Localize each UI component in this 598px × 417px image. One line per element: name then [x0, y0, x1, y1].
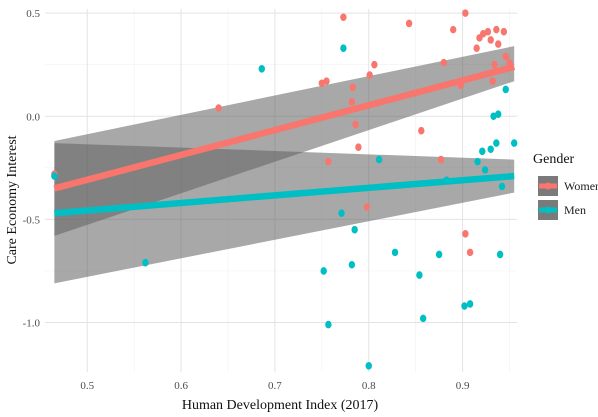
data-point-women: [437, 155, 445, 164]
confidence-bands: [54, 46, 515, 284]
data-point-men: [419, 314, 427, 323]
data-point-women: [363, 203, 371, 211]
x-axis-title: Human Development Index (2017): [182, 398, 379, 413]
data-point-men: [435, 250, 443, 259]
legend-label-men: Men: [564, 203, 586, 217]
x-tick-label: 0.5: [80, 380, 94, 392]
data-point-women: [491, 60, 498, 69]
data-point-men: [510, 139, 518, 147]
data-point-women: [325, 157, 332, 166]
data-point-men: [474, 157, 481, 166]
data-point-women: [405, 19, 413, 28]
data-point-men: [466, 300, 474, 308]
y-axis-ticks: 0.5 0.0 -0.5 -1.0: [23, 8, 41, 329]
x-tick-label: 0.9: [456, 380, 470, 392]
data-point-women: [462, 230, 469, 238]
data-point-men: [487, 145, 494, 154]
fit-line-men: [54, 172, 515, 217]
data-point-men: [391, 248, 399, 257]
legend-label-women: Women: [564, 179, 598, 193]
data-point-men: [496, 250, 504, 259]
data-point-women: [489, 77, 496, 85]
data-point-women: [500, 27, 508, 36]
legend-key-point: [544, 206, 552, 214]
data-point-men: [325, 320, 332, 329]
data-point-men: [416, 271, 423, 279]
x-axis-ticks: 0.5 0.6 0.7 0.8 0.9: [80, 380, 470, 392]
data-point-men: [351, 225, 358, 234]
data-point-men: [340, 44, 347, 52]
data-point-men: [493, 139, 500, 147]
data-point-men: [365, 362, 372, 370]
y-axis-title: Care Economy Interest: [5, 135, 20, 264]
y-tick-label: -1.0: [23, 318, 41, 330]
data-points: [51, 9, 518, 370]
data-point-men: [142, 258, 149, 267]
data-point-men: [502, 85, 509, 94]
data-point-men: [461, 302, 468, 310]
data-point-men: [481, 166, 489, 174]
x-tick-label: 0.7: [268, 380, 282, 392]
data-point-women: [366, 71, 373, 79]
data-point-women: [323, 77, 330, 85]
legend-title: Gender: [533, 152, 575, 167]
legend: Gender Women Men: [533, 152, 598, 220]
data-point-women: [371, 60, 378, 69]
data-point-men: [375, 155, 383, 164]
confidence-band-men: [54, 143, 515, 284]
data-point-women: [495, 40, 502, 48]
data-point-men: [320, 267, 327, 275]
data-point-women: [466, 248, 474, 257]
data-point-men: [258, 65, 265, 73]
data-point-women: [462, 9, 469, 17]
data-point-women: [215, 104, 222, 112]
data-point-women: [487, 36, 494, 44]
data-point-men: [498, 182, 506, 191]
data-point-men: [51, 172, 58, 180]
data-point-women: [440, 58, 448, 67]
y-tick-label: -0.5: [23, 214, 41, 226]
y-tick-label: 0.0: [26, 111, 40, 123]
x-tick-label: 0.8: [362, 380, 376, 392]
data-point-women: [484, 27, 492, 36]
data-point-women: [502, 52, 509, 61]
data-point-women: [349, 83, 356, 92]
fit-line-women: [53, 63, 516, 192]
legend-key-point: [544, 182, 552, 190]
data-point-women: [493, 25, 500, 34]
data-point-women: [340, 13, 347, 22]
data-point-women: [473, 44, 480, 52]
data-point-women: [418, 126, 425, 135]
data-point-women: [355, 143, 362, 151]
data-point-men: [495, 110, 502, 118]
x-tick-label: 0.6: [174, 380, 188, 392]
data-point-women: [348, 98, 356, 106]
data-point-men: [479, 147, 486, 156]
data-point-women: [352, 120, 359, 129]
data-point-men: [348, 260, 356, 269]
data-point-men: [338, 209, 345, 217]
data-point-women: [449, 25, 457, 34]
fit-lines: [53, 63, 516, 217]
y-tick-label: 0.5: [26, 8, 40, 20]
